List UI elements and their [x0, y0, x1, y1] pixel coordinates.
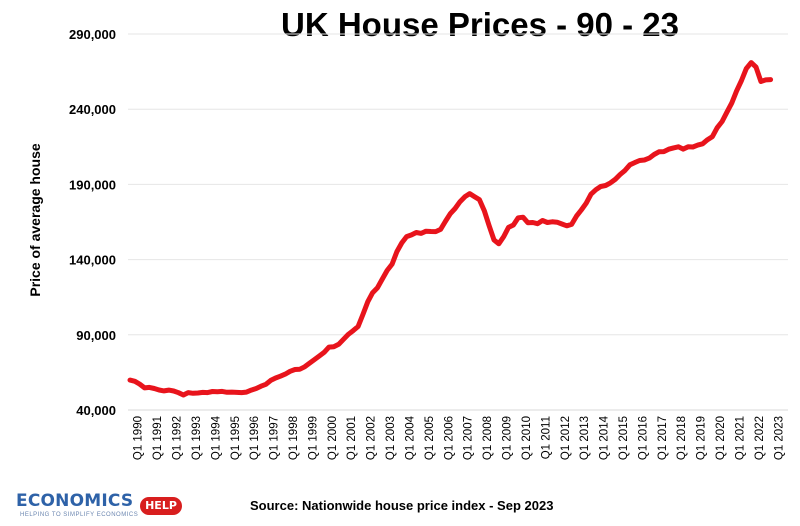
- x-tick-label: Q1 1998: [288, 416, 300, 460]
- gridlines: [128, 33, 788, 336]
- y-tick-label: 90,000: [76, 328, 116, 343]
- x-tick-label: Q1 2021: [734, 416, 746, 460]
- y-tick-label: 40,000: [76, 403, 116, 418]
- x-tick-label: Q1 2019: [696, 416, 708, 460]
- y-tick-label: 140,000: [69, 253, 116, 268]
- x-tick-label: Q1 2014: [599, 415, 611, 460]
- x-tick-label: Q1 2008: [482, 416, 494, 460]
- x-tick-label: Q1 1994: [210, 415, 222, 460]
- x-tick-label: Q1 2017: [657, 416, 669, 460]
- x-tick-label: Q1 2001: [346, 416, 358, 460]
- x-tick-label: Q1 2020: [715, 416, 727, 460]
- x-tick-label: Q1 1997: [269, 416, 281, 460]
- x-tick-label: Q1 2015: [618, 416, 630, 460]
- x-tick-label: Q1 2005: [424, 416, 436, 460]
- x-tick-label: Q1 1995: [230, 416, 242, 460]
- x-tick-label: Q1 2011: [540, 416, 552, 459]
- x-tick-label: Q1 2023: [773, 416, 785, 460]
- x-tick-label: Q1 2016: [637, 416, 649, 460]
- logo-tagline: HELPING TO SIMPLIFY ECONOMICS: [20, 512, 139, 518]
- x-tick-label: Q1 2013: [579, 416, 591, 460]
- source-note: Source: Nationwide house price index - S…: [250, 498, 554, 513]
- x-tick-label: Q1 2002: [366, 416, 378, 460]
- economics-help-logo: ECONOMICS HELP HELPING TO SIMPLIFY ECONO…: [14, 491, 182, 523]
- y-tick-label: 240,000: [69, 102, 116, 117]
- x-tick-label: Q1 1999: [307, 416, 319, 460]
- x-tick-labels: Q1 1990 Q1 1991 Q1 1992 Q1 1993 Q1 1994 Q1 19…: [133, 415, 786, 460]
- x-tick-label: Q1 2012: [560, 416, 572, 460]
- x-tick-label: Q1 1993: [191, 416, 203, 460]
- x-tick-label: Q1 1991: [152, 416, 164, 460]
- price-series-line: [127, 60, 774, 398]
- x-tick-label: Q1 1996: [249, 416, 261, 460]
- x-tick-label: Q1 2022: [754, 416, 766, 460]
- x-tick-label: Q1 2000: [327, 416, 339, 460]
- logo-wordmark: ECONOMICS: [16, 491, 134, 511]
- x-tick-label: Q1 2004: [404, 415, 416, 460]
- y-axis-label: Price of average house: [27, 143, 43, 297]
- chart-title: UK House Prices - 90 - 23: [281, 6, 679, 43]
- x-tick-label: Q1 2003: [385, 416, 397, 460]
- y-tick-label: 190,000: [69, 177, 116, 192]
- x-tick-label: Q1 2010: [521, 416, 533, 460]
- x-tick-label: Q1 2006: [443, 416, 455, 460]
- x-tick-label: Q1 1992: [172, 416, 184, 460]
- x-tick-label: Q1 2018: [676, 416, 688, 460]
- x-tick-label: Q1 1990: [133, 416, 145, 460]
- logo-help-badge: HELP: [140, 497, 182, 515]
- x-tick-label: Q1 2007: [463, 416, 475, 460]
- y-tick-labels: 40,000 90,000 140,000 190,000 240,000 290,000: [69, 27, 116, 418]
- x-tick-label: Q1 2009: [502, 416, 514, 460]
- y-tick-label: 290,000: [69, 27, 116, 42]
